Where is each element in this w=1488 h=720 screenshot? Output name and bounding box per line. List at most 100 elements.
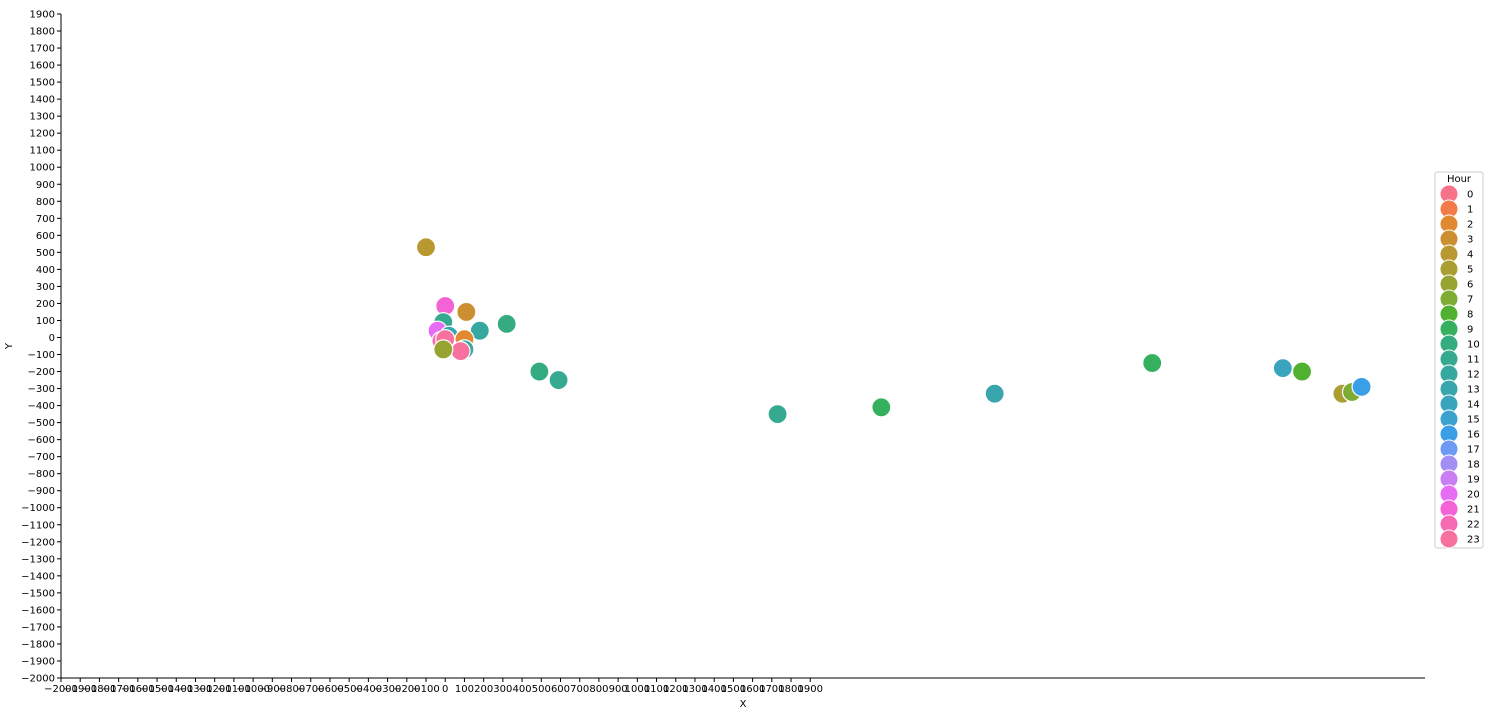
y-tick-label: 700 <box>36 214 55 225</box>
data-point-hour-8 <box>1291 361 1313 382</box>
y-tick-label: 600 <box>36 231 55 242</box>
x-tick-label: −200 <box>393 684 420 695</box>
x-tick-label: −300 <box>374 684 401 695</box>
y-tick-label: −100 <box>28 350 55 361</box>
data-point-hour-14 <box>1272 358 1293 379</box>
x-tick-label: 300 <box>493 684 512 695</box>
x-tick-label: −900 <box>259 684 286 695</box>
legend-label-9: 9 <box>1467 325 1473 336</box>
x-tick-label: 1000 <box>625 684 650 695</box>
data-point-hour-13 <box>984 383 1005 404</box>
x-tick-label: 700 <box>570 684 589 695</box>
x-tick-label: 400 <box>513 684 532 695</box>
data-points <box>415 237 1372 425</box>
data-point-hour-10 <box>529 361 550 382</box>
y-tick-label: 900 <box>36 180 55 191</box>
legend-label-15: 15 <box>1467 415 1480 426</box>
x-tick-label: 0 <box>442 684 448 695</box>
x-tick-label: 1400 <box>701 684 726 695</box>
y-tick-label: −800 <box>28 469 55 480</box>
data-point-hour-6 <box>433 339 454 360</box>
legend-label-4: 4 <box>1467 250 1473 261</box>
x-tick-label: 1300 <box>682 684 707 695</box>
legend-label-2: 2 <box>1467 220 1473 231</box>
y-tick-label: 500 <box>36 248 55 259</box>
x-tick-label: −1600 <box>121 684 155 695</box>
y-tick-label: −600 <box>28 435 55 446</box>
y-tick-label: −400 <box>28 401 55 412</box>
legend-label-7: 7 <box>1467 295 1473 306</box>
y-tick-label: −1000 <box>21 503 55 514</box>
x-tick-label: 1200 <box>663 684 688 695</box>
x-tick-label: −800 <box>278 684 305 695</box>
x-tick-label: −1200 <box>198 684 232 695</box>
y-tick-label: 1600 <box>30 61 55 72</box>
x-tick-label: 200 <box>474 684 493 695</box>
legend-label-21: 21 <box>1467 505 1480 516</box>
y-tick-label: −1500 <box>21 588 55 599</box>
x-tick-label: −1400 <box>159 684 193 695</box>
y-tick-label: 1100 <box>30 146 55 157</box>
y-tick-label: 1800 <box>30 27 55 38</box>
data-point-hour-3 <box>456 301 477 323</box>
x-tick-label: −700 <box>297 684 324 695</box>
y-tick-label: 1200 <box>30 129 55 140</box>
legend-title: Hour <box>1447 174 1472 185</box>
data-point-hour-23 <box>450 341 471 362</box>
y-tick-label: 1700 <box>30 44 55 55</box>
legend-label-5: 5 <box>1467 265 1473 276</box>
legend-label-16: 16 <box>1467 430 1480 441</box>
x-tick-label: −2000 <box>44 684 78 695</box>
y-tick-label: −1300 <box>21 554 55 565</box>
x-tick-label: 1700 <box>759 684 784 695</box>
data-point-hour-9 <box>871 397 892 418</box>
legend-label-22: 22 <box>1467 520 1480 531</box>
x-tick-label: −500 <box>335 684 362 695</box>
legend-label-12: 12 <box>1467 370 1480 381</box>
legend-label-18: 18 <box>1467 460 1480 471</box>
y-tick-label: −1200 <box>21 537 55 548</box>
legend-label-6: 6 <box>1467 280 1473 291</box>
x-tick-label: 1800 <box>778 684 803 695</box>
legend-label-3: 3 <box>1467 235 1473 246</box>
data-point-hour-9 <box>1142 352 1163 374</box>
legend-label-20: 20 <box>1467 490 1480 501</box>
x-tick-label: 900 <box>609 684 628 695</box>
y-tick-label: 800 <box>36 197 55 208</box>
x-tick-label: 800 <box>589 684 608 695</box>
y-tick-label: −1800 <box>21 639 55 650</box>
y-tick-label: 100 <box>36 316 55 327</box>
y-tick-label: −1600 <box>21 605 55 616</box>
data-point-hour-16 <box>1351 376 1372 397</box>
x-tick-label: −400 <box>355 684 382 695</box>
x-tick-label: 1600 <box>740 684 765 695</box>
x-tick-label: 500 <box>532 684 551 695</box>
legend-label-10: 10 <box>1467 340 1480 351</box>
legend-label-13: 13 <box>1467 385 1480 396</box>
y-tick-label: 400 <box>36 265 55 276</box>
data-point-hour-4 <box>415 237 437 258</box>
y-tick-label: 0 <box>49 333 55 344</box>
x-tick-label: −1800 <box>83 684 117 695</box>
x-tick-label: 1900 <box>798 684 823 695</box>
x-tick-label: −600 <box>316 684 343 695</box>
legend-marker-23 <box>1439 529 1459 549</box>
y-tick-label: −500 <box>28 418 55 429</box>
x-tick-label: 600 <box>551 684 570 695</box>
legend-label-14: 14 <box>1467 400 1480 411</box>
x-tick-label: 1500 <box>721 684 746 695</box>
legend-label-17: 17 <box>1467 445 1480 456</box>
x-tick-label: −1500 <box>140 684 174 695</box>
y-tick-label: −700 <box>28 452 55 463</box>
y-tick-label: −300 <box>28 384 55 395</box>
y-tick-label: 1900 <box>30 10 55 21</box>
legend: Hour 01234567891011121314151617181920212… <box>1434 171 1484 549</box>
y-tick-label: −1400 <box>21 571 55 582</box>
y-tick-label: 1500 <box>30 78 55 89</box>
x-tick-label: −1300 <box>179 684 213 695</box>
y-tick-label: 200 <box>36 299 55 310</box>
legend-label-0: 0 <box>1467 190 1473 201</box>
data-point-hour-11 <box>767 404 788 425</box>
x-tick-label: −1700 <box>102 684 136 695</box>
x-tick-label: −100 <box>412 684 439 695</box>
